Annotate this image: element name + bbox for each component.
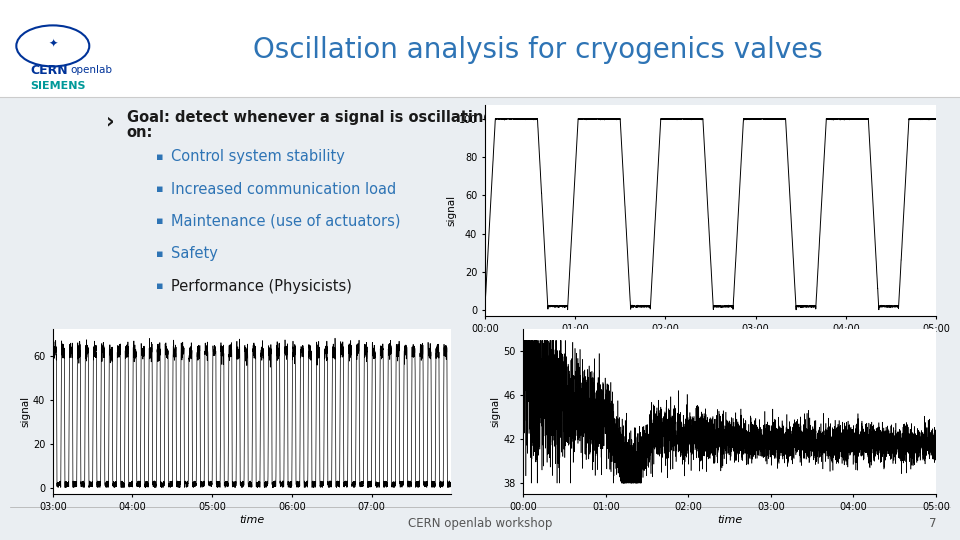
X-axis label: time: time — [717, 515, 742, 524]
Text: ▪: ▪ — [156, 152, 164, 161]
FancyBboxPatch shape — [0, 0, 960, 97]
Text: 7: 7 — [928, 517, 936, 530]
Text: on:: on: — [127, 125, 153, 140]
Text: Oscillation analysis for cryogenics valves: Oscillation analysis for cryogenics valv… — [252, 36, 823, 64]
Y-axis label: signal: signal — [491, 396, 500, 427]
Text: ›: › — [107, 111, 114, 132]
Text: ▪: ▪ — [156, 217, 164, 226]
Text: Performance (Physicists): Performance (Physicists) — [171, 279, 351, 294]
Text: CERN openlab workshop: CERN openlab workshop — [408, 517, 552, 530]
Text: openlab: openlab — [70, 65, 112, 75]
Text: Increased communication load: Increased communication load — [171, 181, 396, 197]
Text: Control system stability: Control system stability — [171, 149, 345, 164]
Text: Safety: Safety — [171, 246, 218, 261]
X-axis label: time: time — [698, 336, 723, 346]
Y-axis label: signal: signal — [20, 396, 30, 427]
Text: ✦: ✦ — [48, 39, 58, 49]
Y-axis label: signal: signal — [446, 195, 456, 226]
Text: ▪: ▪ — [156, 184, 164, 194]
Text: ▪: ▪ — [156, 249, 164, 259]
Text: SIEMENS: SIEMENS — [31, 82, 86, 91]
Text: Goal: detect whenever a signal is oscillating  in any anomalous way. Impact: Goal: detect whenever a signal is oscill… — [127, 110, 753, 125]
X-axis label: time: time — [239, 515, 265, 524]
Text: CERN: CERN — [31, 64, 68, 77]
Text: ▪: ▪ — [156, 281, 164, 291]
Text: Maintenance (use of actuators): Maintenance (use of actuators) — [171, 214, 400, 229]
